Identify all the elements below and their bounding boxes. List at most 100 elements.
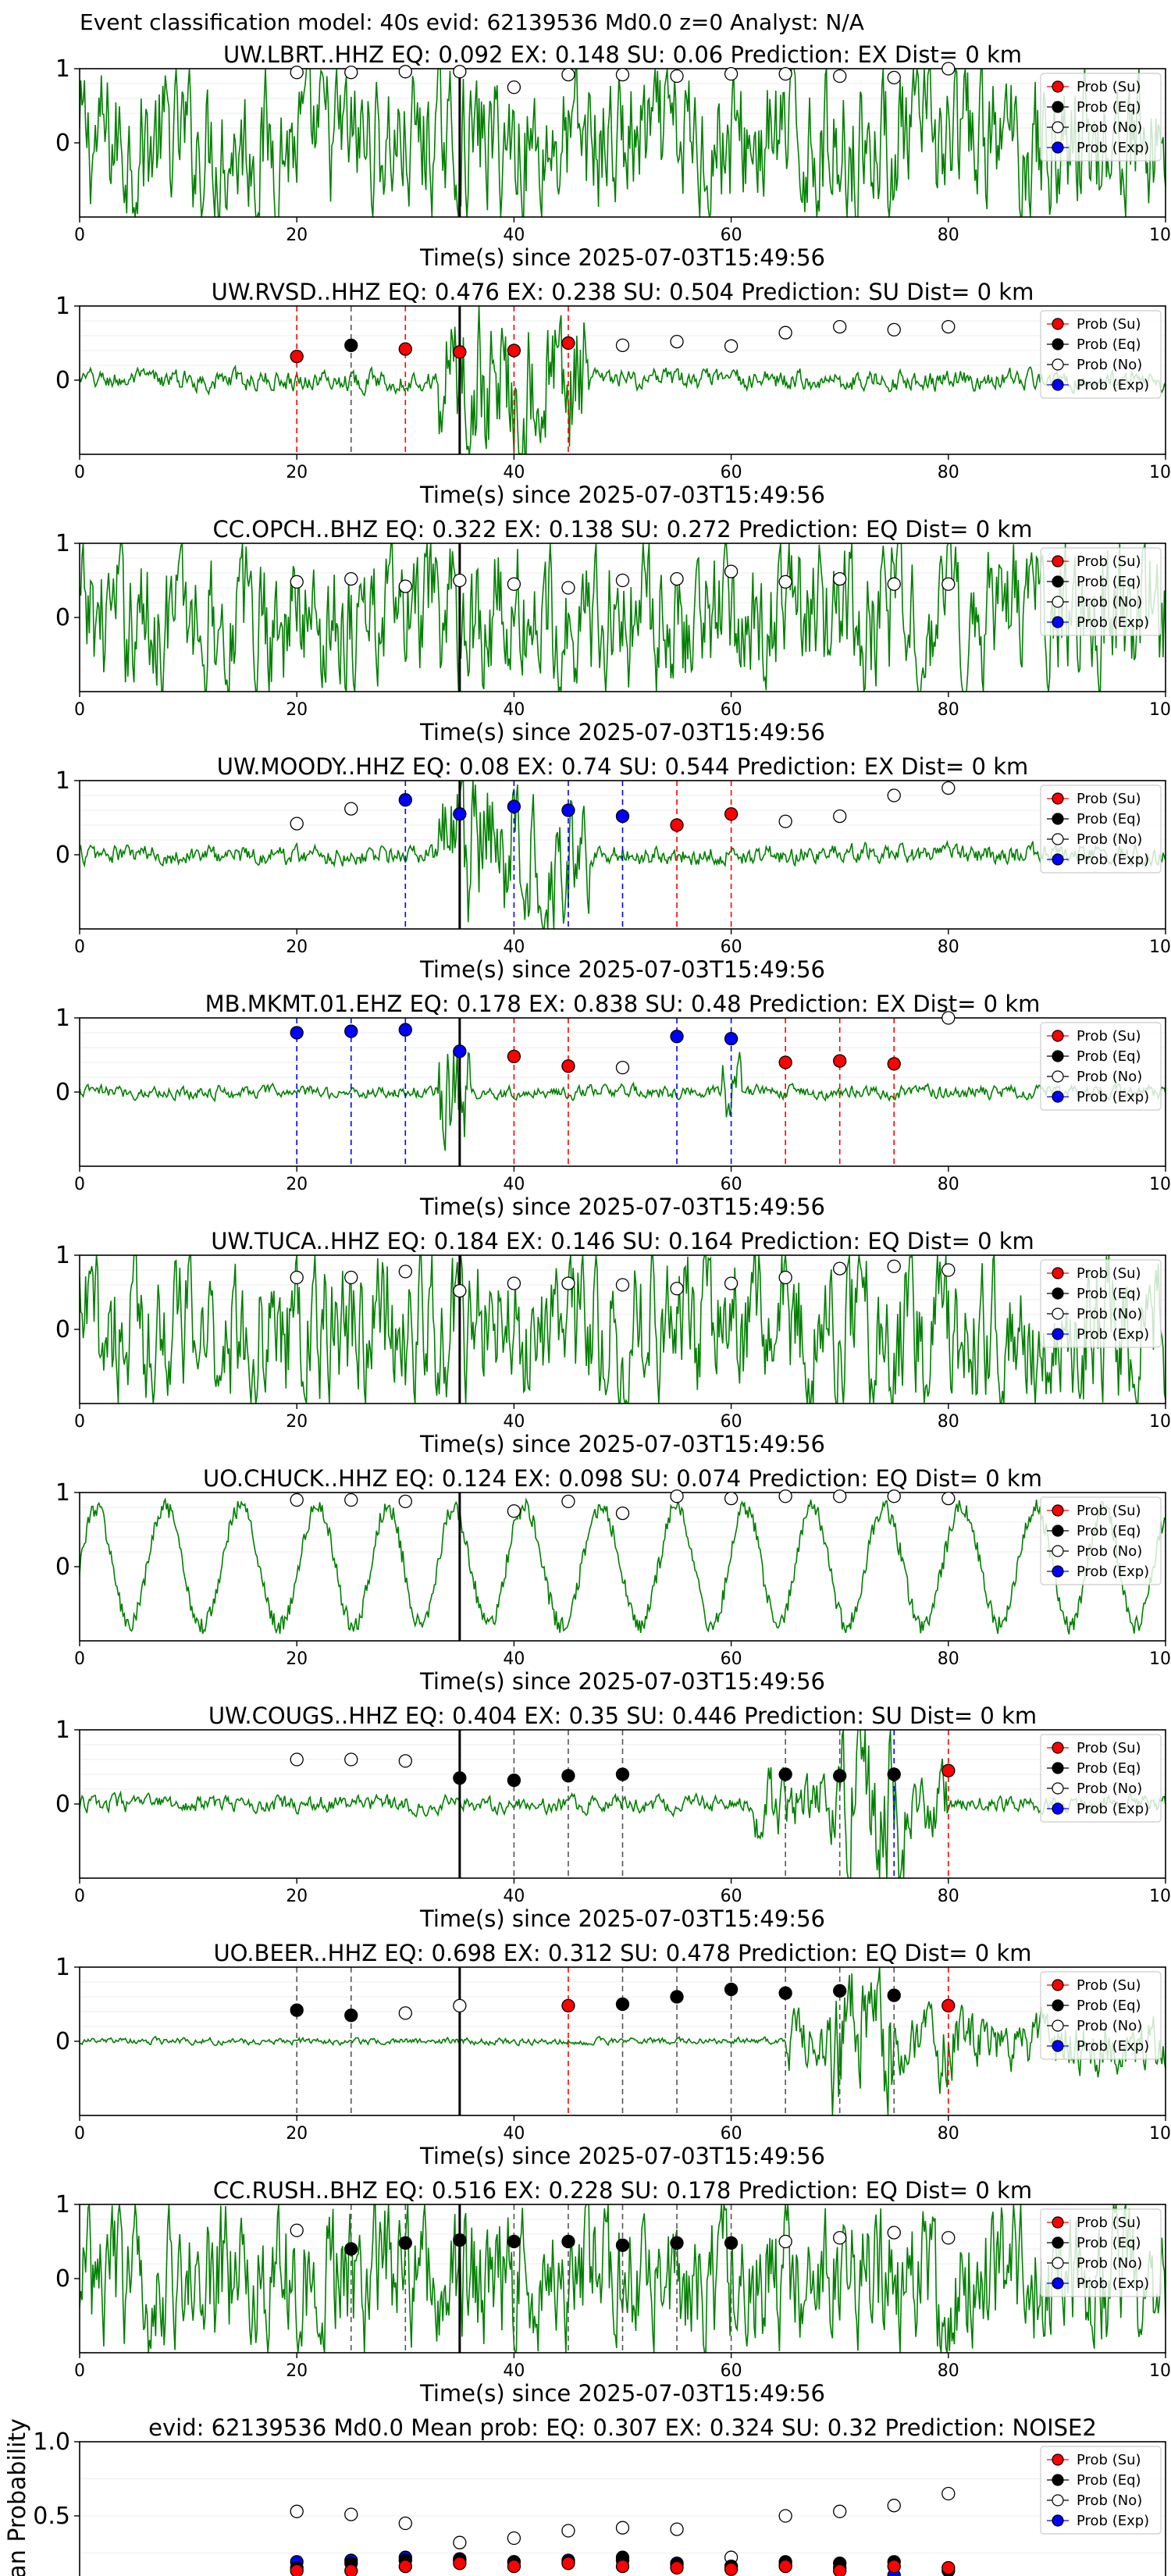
prob-point-no [507, 80, 521, 94]
prob-point-no [887, 577, 901, 591]
waveform-trace [80, 1048, 1166, 1151]
legend: Prob (Su) Prob (Eq) Prob (No) Prob (Exp) [1040, 785, 1162, 873]
prob-point-no [887, 70, 901, 85]
x-tick-label: 40 [503, 2124, 525, 2144]
plot-area [80, 1967, 1166, 2115]
prob-point-no [398, 2006, 412, 2020]
y-tick-label: 0 [55, 2265, 70, 2293]
legend-marker [1052, 1091, 1064, 1103]
legend-entry: Prob (Su) [1077, 2452, 1141, 2468]
prob-point-no [290, 1270, 304, 1285]
x-axis-label: Time(s) since 2025-07-03T15:49:56 [419, 244, 825, 271]
legend-marker [1052, 2216, 1064, 2229]
x-tick-label: 60 [721, 700, 742, 720]
legend-entry: Prob (Eq) [1077, 1523, 1141, 1539]
x-tick-label: 40 [503, 463, 525, 482]
legend-entry: Prob (Su) [1077, 79, 1141, 95]
panel-title: UW.LBRT..HHZ EQ: 0.092 EX: 0.148 SU: 0.0… [223, 41, 1022, 68]
prob-point-eq [344, 2008, 358, 2023]
prob-point-no [833, 2231, 847, 2245]
panel-title: evid: 62139536 Md0.0 Mean prob: EQ: 0.30… [148, 2414, 1097, 2441]
y-tick-label: 1 [55, 2191, 70, 2218]
legend-entry: Prob (Exp) [1077, 1564, 1149, 1580]
x-tick-label: 60 [721, 2124, 742, 2144]
prob-point-eq [290, 2003, 304, 2017]
prob-point-eq [344, 2242, 358, 2256]
x-tick-label: 60 [721, 463, 742, 482]
y-tick-label: 1.0 [33, 2428, 70, 2456]
legend-marker [1052, 1565, 1064, 1578]
prob-point-no [398, 2516, 412, 2531]
prob-point-no [887, 1259, 901, 1273]
x-tick-label: 80 [938, 1649, 959, 1669]
prob-point-su [615, 2559, 630, 2574]
chart-panel-9: UO.BEER..HHZ EQ: 0.698 EX: 0.312 SU: 0.4… [55, 1940, 1171, 2169]
legend-marker [1052, 1802, 1064, 1815]
x-axis-label: Time(s) since 2025-07-03T15:49:56 [419, 482, 825, 508]
prob-point-no [887, 322, 901, 337]
prob-point-no [887, 1489, 901, 1503]
prob-point-su [778, 2559, 792, 2574]
legend: Prob (Su) Prob (Eq) Prob (No) Prob (Exp) [1040, 2446, 1162, 2535]
prob-point-no [670, 1282, 684, 1296]
panel-title: CC.OPCH..BHZ EQ: 0.322 EX: 0.138 SU: 0.2… [213, 516, 1033, 543]
prob-point-no [670, 2522, 684, 2536]
prob-point-exp [561, 803, 575, 817]
prob-point-no [941, 577, 956, 591]
plot-area [80, 1730, 1166, 1878]
panel-title: UW.COUGS..HHZ EQ: 0.404 EX: 0.35 SU: 0.4… [208, 1703, 1037, 1729]
y-tick-label: 0 [55, 1791, 70, 1818]
prob-point-eq [833, 1984, 847, 1998]
legend-marker [1052, 1030, 1064, 1042]
prob-point-su [833, 2564, 847, 2576]
x-tick-label: 40 [503, 1175, 525, 1194]
chart-panel-4: UW.MOODY..HHZ EQ: 0.08 EX: 0.74 SU: 0.54… [55, 753, 1171, 983]
prob-point-no [344, 802, 358, 816]
x-tick-label: 40 [503, 700, 525, 720]
legend-box [1040, 1259, 1162, 1348]
legend-marker [1052, 1762, 1064, 1774]
legend-marker [1052, 358, 1064, 371]
chart-panel-8: UW.COUGS..HHZ EQ: 0.404 EX: 0.35 SU: 0.4… [55, 1703, 1171, 1932]
legend-marker [1052, 1504, 1064, 1517]
prob-point-no [344, 1752, 358, 1767]
panel-title: UO.CHUCK..HHZ EQ: 0.124 EX: 0.098 SU: 0.… [203, 1465, 1042, 1492]
legend-entry: Prob (Eq) [1077, 574, 1141, 590]
legend-entry: Prob (Eq) [1077, 1286, 1141, 1302]
legend-entry: Prob (No) [1077, 831, 1142, 848]
legend-box [1040, 2208, 1162, 2297]
prob-point-no [887, 788, 901, 802]
legend-entry: Prob (Su) [1077, 316, 1141, 333]
y-tick-label: 0 [55, 841, 70, 869]
x-tick-label: 100 [1149, 1649, 1171, 1669]
prob-point-no [561, 1494, 575, 1509]
plot-area [80, 543, 1166, 692]
panel-title: MB.MKMT.01.EHZ EQ: 0.178 EX: 0.838 SU: 0… [205, 991, 1041, 1017]
prob-point-su [941, 1998, 956, 2013]
x-tick-label: 20 [286, 1412, 308, 1432]
prob-point-no [887, 2499, 901, 2513]
legend: Prob (Su) Prob (Eq) Prob (No) Prob (Exp) [1040, 2208, 1162, 2297]
x-axis-label: Time(s) since 2025-07-03T15:49:56 [419, 2380, 825, 2407]
prob-point-no [778, 1270, 792, 1285]
waveform-trace [80, 1497, 1166, 1635]
x-tick-label: 40 [503, 1887, 525, 1906]
prob-point-eq [615, 1767, 630, 1781]
x-tick-label: 40 [503, 938, 525, 957]
prob-point-no [453, 65, 467, 79]
legend-box [1040, 1496, 1162, 1585]
legend-entry: Prob (Su) [1077, 1740, 1141, 1756]
prob-point-no [615, 1506, 630, 1521]
y-axis-label: Mean Probability [4, 2418, 31, 2576]
legend-marker [1052, 2453, 1064, 2466]
prob-point-no [398, 579, 412, 593]
prob-point-eq [833, 1769, 847, 1783]
prob-point-no [290, 575, 304, 589]
legend-entry: Prob (Su) [1077, 791, 1141, 807]
prob-point-eq [724, 1982, 739, 1997]
x-tick-label: 60 [721, 1175, 742, 1194]
legend-entry: Prob (Su) [1077, 553, 1141, 570]
prob-point-no [561, 2524, 575, 2538]
legend: Prob (Su) Prob (Eq) Prob (No) Prob (Exp) [1040, 1022, 1162, 1111]
